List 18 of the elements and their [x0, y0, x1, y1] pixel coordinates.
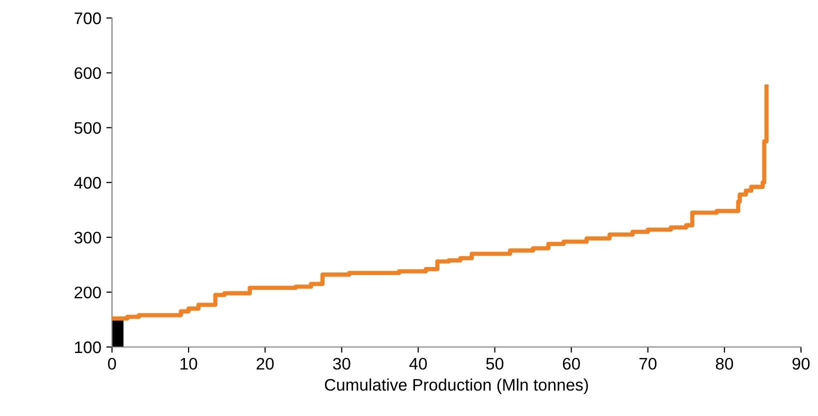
- x-tick-label: 80: [716, 358, 734, 370]
- x-tick-label: 60: [562, 358, 580, 370]
- x-tick-label: 70: [639, 358, 657, 370]
- y-tick-label: 700: [74, 12, 101, 24]
- x-tick-label: 90: [792, 358, 810, 370]
- x-tick-label: 20: [256, 358, 274, 370]
- y-tick-label: 100: [75, 341, 101, 354]
- y-tick-label: 600: [74, 67, 101, 80]
- y-tick-label: 200: [74, 286, 101, 298]
- y-tick-label: 300: [74, 232, 101, 244]
- x-tick-label: 0: [108, 358, 116, 370]
- x-tick-label: 10: [180, 358, 198, 370]
- x-tick-label: 50: [486, 358, 504, 370]
- y-tick-label: 400: [74, 176, 101, 189]
- x-tick-label: 30: [333, 358, 350, 370]
- x-tick-label: 40: [409, 358, 427, 370]
- x-axis-title: Cumulative Production (Mln tonnes): [324, 378, 588, 394]
- y-tick-label: 500: [74, 122, 101, 134]
